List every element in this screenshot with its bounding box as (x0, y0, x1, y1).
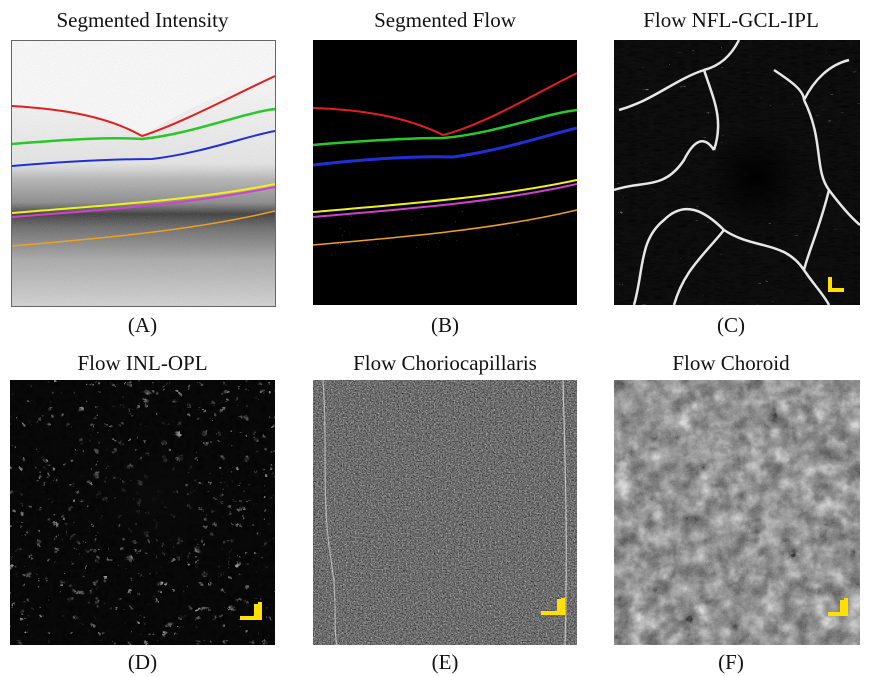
panel-caption: (E) (431, 650, 459, 674)
panel-d: Flow INL-OPL (D) (10, 340, 275, 677)
layer-magenta-line (313, 183, 577, 218)
flow-inl-opl-image (10, 380, 275, 645)
panel-a: Segmented Intensity (10, 0, 276, 340)
panel-title: Flow INL-OPL (77, 351, 208, 375)
layer-blue-line (12, 130, 275, 167)
panel-f: Flow Choroid (F) (600, 340, 862, 677)
panel-title: Flow NFL-GCL-IPL (643, 8, 819, 32)
panel-caption: (B) (431, 313, 459, 337)
panel-caption: (D) (127, 650, 158, 674)
layer-yellow-line (12, 183, 275, 214)
flow-bscan-image (313, 40, 577, 305)
layer-red-line (313, 72, 577, 137)
panel-caption: (C) (717, 313, 745, 337)
panel-c: Flow NFL-GCL-IPL (C) (600, 0, 862, 340)
layer-magenta-line (12, 186, 275, 218)
layer-red-line (12, 75, 275, 138)
panel-e: Flow Choriocapillaris (E) (312, 340, 578, 677)
layer-orange-line (313, 209, 577, 246)
layer-blue-line (313, 126, 577, 167)
layer-green-line (313, 108, 577, 147)
layer-green-line (12, 107, 275, 146)
intensity-bscan-image (11, 40, 276, 307)
flow-choroid-image (614, 380, 860, 645)
panel-b: Segmented Flow (B) (312, 0, 578, 340)
panel-title: Flow Choroid (672, 351, 790, 375)
panel-title: Segmented Flow (374, 8, 516, 32)
flow-nfl-gcl-ipl-image (614, 40, 860, 305)
layer-orange-line (12, 210, 275, 247)
scale-bar (828, 277, 844, 292)
flow-choriocapillaris-image (313, 380, 577, 645)
panel-title: Segmented Intensity (56, 8, 229, 32)
panel-title: Flow Choriocapillaris (353, 351, 537, 375)
panel-caption: (F) (718, 650, 744, 674)
layer-yellow-line (313, 179, 577, 213)
panel-caption: (A) (127, 313, 158, 337)
